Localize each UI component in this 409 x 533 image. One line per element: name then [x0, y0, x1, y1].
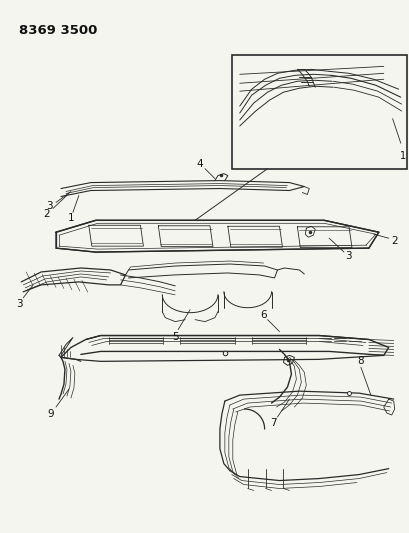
Text: 7: 7	[270, 418, 276, 428]
Text: 1: 1	[67, 213, 74, 223]
Text: 2: 2	[43, 209, 49, 220]
Text: 9: 9	[47, 409, 54, 419]
Text: 3: 3	[16, 298, 22, 309]
Text: 6: 6	[260, 310, 266, 320]
Text: 3: 3	[344, 251, 351, 261]
Text: 3: 3	[46, 201, 52, 212]
Text: 5: 5	[171, 332, 178, 342]
Text: 4: 4	[196, 159, 203, 169]
Text: 8: 8	[357, 357, 363, 366]
Text: 2: 2	[391, 236, 397, 246]
Text: 8369 3500: 8369 3500	[19, 23, 97, 37]
Text: 1: 1	[399, 151, 405, 161]
Bar	[231, 55, 406, 168]
